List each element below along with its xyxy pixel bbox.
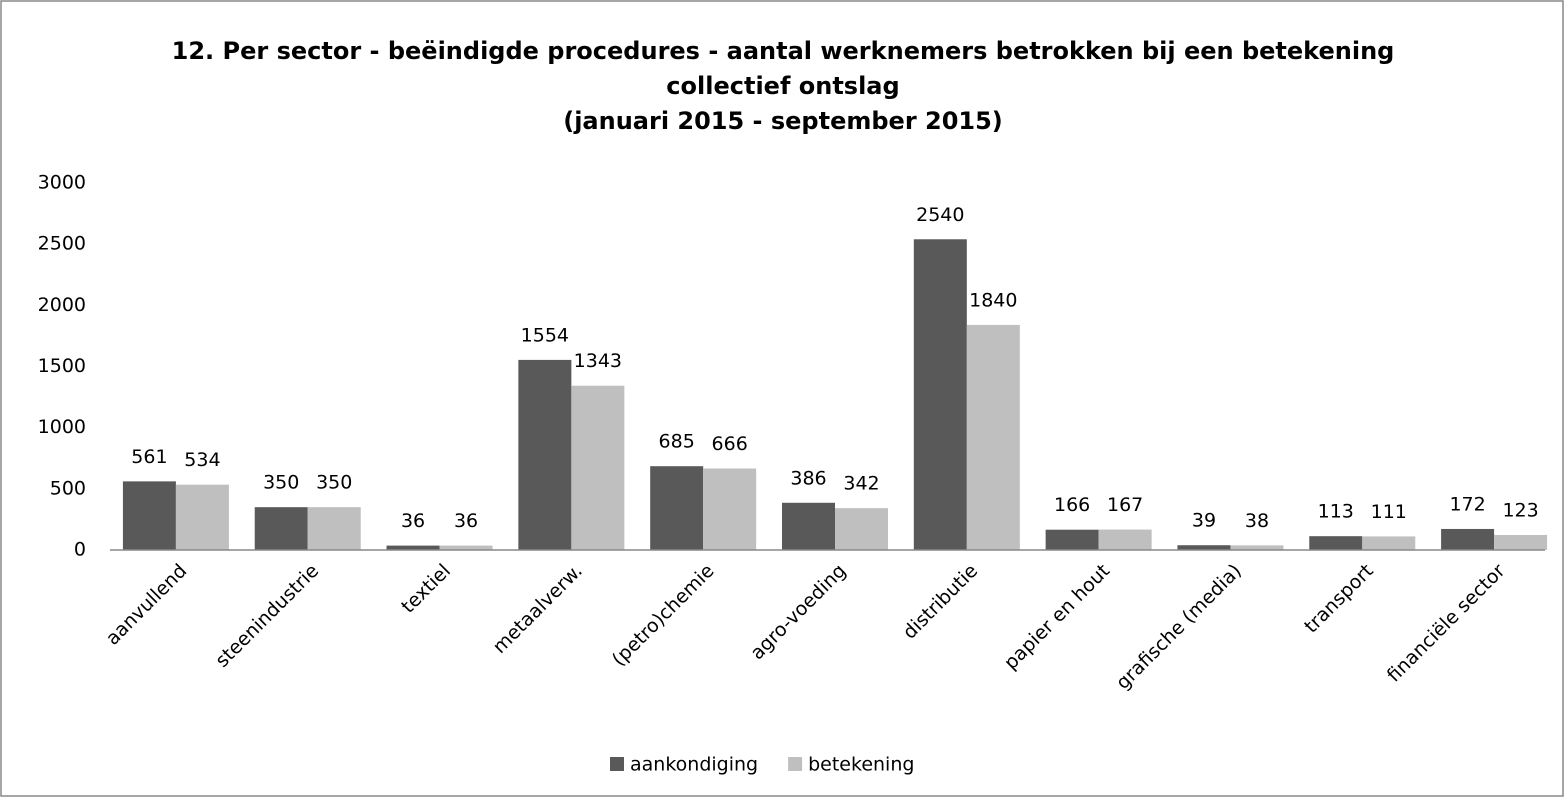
value-label: 1554 <box>521 324 569 346</box>
value-label: 172 <box>1449 493 1485 515</box>
legend-swatch <box>610 757 624 771</box>
value-label: 123 <box>1502 499 1538 521</box>
bar <box>966 324 1020 550</box>
value-label: 36 <box>454 510 478 532</box>
bar <box>703 468 757 550</box>
bar <box>122 481 176 550</box>
y-tick-label: 500 <box>50 477 86 499</box>
value-label: 36 <box>401 510 425 532</box>
bar <box>835 508 888 550</box>
bar <box>1230 545 1284 550</box>
value-label: 1343 <box>574 350 622 372</box>
bar <box>1494 534 1548 550</box>
value-label: 685 <box>659 431 695 453</box>
bar <box>913 239 967 551</box>
bar <box>782 502 835 550</box>
legend-label: betekening <box>808 754 914 776</box>
y-tick-label: 2000 <box>38 294 86 316</box>
bar <box>571 385 625 550</box>
bar <box>307 507 361 550</box>
y-tick-label: 2500 <box>38 233 86 255</box>
value-label: 534 <box>184 449 220 471</box>
bar <box>1045 529 1099 550</box>
y-tick-label: 1500 <box>38 355 86 377</box>
value-label: 38 <box>1245 510 1269 532</box>
value-label: 350 <box>316 472 352 494</box>
bar <box>439 545 493 550</box>
bar <box>386 545 440 550</box>
value-label: 342 <box>843 473 879 495</box>
value-label: 113 <box>1318 501 1354 523</box>
bar <box>175 484 229 550</box>
value-label: 39 <box>1192 510 1216 532</box>
y-tick-label: 0 <box>74 539 86 561</box>
chart-title: collectief ontslag <box>666 72 899 100</box>
bar <box>1177 545 1231 550</box>
y-tick-label: 3000 <box>38 172 86 194</box>
value-label: 386 <box>790 467 826 489</box>
bar <box>518 359 572 550</box>
value-label: 111 <box>1371 501 1407 523</box>
value-label: 166 <box>1054 494 1090 516</box>
value-label: 666 <box>712 433 748 455</box>
chart-title: 12. Per sector - beëindigde procedures -… <box>172 37 1395 65</box>
bar <box>1309 536 1363 550</box>
legend-label: aankondiging <box>630 754 758 776</box>
legend-swatch <box>788 757 803 771</box>
value-label: 350 <box>263 472 299 494</box>
bar <box>1098 529 1152 550</box>
value-label: 561 <box>131 446 167 468</box>
y-tick-label: 1000 <box>38 416 86 438</box>
value-label: 167 <box>1107 494 1143 516</box>
bar <box>254 507 308 550</box>
chart-title: (januari 2015 - september 2015) <box>563 107 1003 135</box>
bar <box>650 466 704 550</box>
value-label: 2540 <box>916 204 964 226</box>
bar <box>1441 528 1495 550</box>
value-label: 1840 <box>969 289 1017 311</box>
bar <box>1362 536 1416 550</box>
